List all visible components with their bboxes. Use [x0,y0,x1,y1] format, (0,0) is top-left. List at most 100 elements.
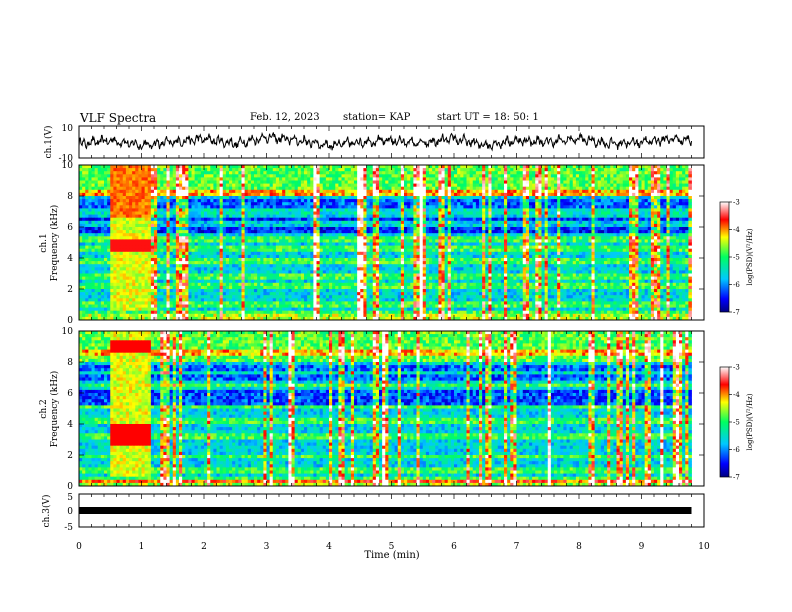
spectrogram-cell [454,218,458,222]
spectrogram-cell [451,177,455,181]
spectrogram-cell [213,193,217,197]
spectrogram-cell [623,230,627,234]
spectrogram-cell [326,181,330,185]
spectrogram-cell [532,218,536,222]
spectrogram-cell [395,181,399,185]
spectrogram-cell [663,218,667,222]
spectrogram-cell [542,239,546,243]
spectrogram-cell [210,184,214,188]
spectrogram-cell [485,205,489,209]
spectrogram-cell [454,224,458,228]
spectrogram-cell [285,171,289,175]
spectrogram-cell [392,199,396,203]
spectrogram-cell [188,208,192,212]
spectrogram-cell [570,224,574,228]
spectrogram-cell [292,230,296,234]
spectrogram-cell [598,202,602,206]
spectrogram-cell [188,215,192,219]
spectrogram-cell [279,221,283,225]
spectrogram-cell [617,174,621,178]
spectrogram-cell [429,239,433,243]
spectrogram-cell [220,196,224,200]
spectrogram-cell [201,184,205,188]
spectrogram-cell [335,193,339,197]
spectrogram-cell [563,218,567,222]
spectrogram-cell [207,230,211,234]
spectrogram-cell [513,202,517,206]
spectrogram-cell [217,202,221,206]
spectrogram-cell [595,212,599,216]
spectrogram-cell [588,168,592,172]
spectrogram-cell [307,181,311,185]
spectrogram-cell [92,177,96,181]
spectrogram-cell [670,168,674,172]
spectrogram-cell [292,218,296,222]
spectrogram-cell [117,196,121,200]
spectrogram-cell [310,215,314,219]
spectrogram-cell [620,165,624,169]
spectrogram-cell [217,187,221,191]
spectrogram-cell [598,215,602,219]
spectrogram-cell [526,205,530,209]
spectrogram-cell [245,236,249,240]
spectrogram-cell [232,239,236,243]
spectrogram-cell [417,165,421,169]
spectrogram-cell [667,187,671,191]
spectrogram-cell [257,230,261,234]
spectrogram-cell [373,202,377,206]
spectrogram-cell [142,208,146,212]
spectrogram-cell [417,181,421,185]
spectrogram-cell [548,187,552,191]
spectrogram-cell [323,190,327,194]
spectrogram-cell [107,165,111,169]
spectrogram-cell [335,181,339,185]
spectrogram-cell [445,239,449,243]
spectrogram-cell [582,196,586,200]
spectrogram-cell [332,218,336,222]
spectrogram-cell [92,193,96,197]
spectrogram-cell [685,165,689,169]
spectrogram-cell [626,174,630,178]
spectrogram-cell [79,239,83,243]
spectrogram-cell [182,187,186,191]
spectrogram-cell [201,196,205,200]
spectrogram-cell [288,208,292,212]
spectrogram-cell [576,230,580,234]
spectrogram-cell [210,196,214,200]
spectrogram-cell [429,224,433,228]
spectrogram-cell [254,205,258,209]
spectrogram-cell [573,190,577,194]
spectrogram-cell [332,177,336,181]
spectrogram-cell [604,233,608,237]
spectrogram-cell [223,177,227,181]
spectrogram-cell [623,165,627,169]
spectrogram-cell [210,205,214,209]
spectrogram-cell [538,187,542,191]
spectrogram-cell [676,205,680,209]
spectrogram-cell [88,239,92,243]
spectrogram-cell [642,218,646,222]
spectrogram-cell [660,227,664,231]
spectrogram-cell [335,184,339,188]
spectrogram-cell [660,196,664,200]
spectrogram-cell [673,190,677,194]
spectrogram-cell [107,221,111,225]
spectrogram-cell [426,190,430,194]
spectrogram-cell [517,184,521,188]
spectrogram-cell [435,230,439,234]
spectrogram-cell [323,236,327,240]
spectrogram-cell [573,205,577,209]
spectrogram-cell [92,202,96,206]
spectrogram-cell [129,218,133,222]
spectrogram-cell [332,168,336,172]
spectrogram-cell [510,224,514,228]
spectrogram-cell [601,233,605,237]
spectrogram-cell [279,193,283,197]
spectrogram-cell [354,227,358,231]
spectrogram-cell [573,199,577,203]
spectrogram-cell [545,199,549,203]
spectrogram-cell [551,190,555,194]
spectrogram-cell [604,190,608,194]
spectrogram-cell [113,233,117,237]
ch1-spectrogram-panel: 0246810 ch.1 Frequency (kHz) -3-4-5-6-7 … [39,161,754,326]
